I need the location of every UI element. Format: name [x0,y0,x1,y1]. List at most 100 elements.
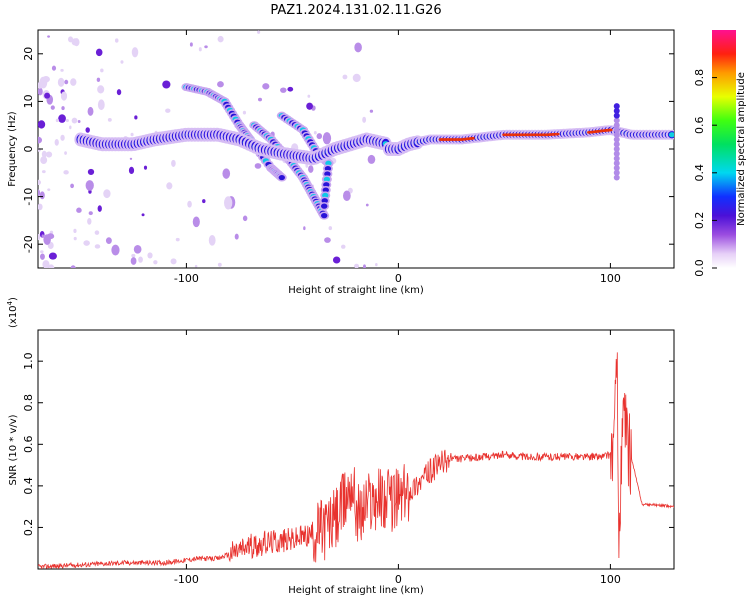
noise-blob [170,258,177,265]
noise-blob [58,114,66,123]
snr-y-multiplier: (x104) [6,297,19,328]
y-tick-label: 0.4 [22,477,35,495]
noise-blob [46,233,55,240]
noise-blob [324,237,331,243]
noise-blob [38,233,41,241]
snr-marks [38,352,674,569]
y-tick-label: -10 [22,188,35,206]
noise-blob [308,165,314,173]
noise-blob [128,166,135,175]
noise-blob [97,99,105,111]
streak-blob [613,146,620,152]
noise-blob [189,42,193,47]
noise-blob [352,73,361,83]
snr-axes: -100 0 100 0.2 0.4 0.6 0.8 1.0 [22,330,674,586]
noise-blob [94,230,100,235]
noise-blob [131,47,139,58]
noise-blob [307,94,311,98]
noise-blob [134,115,138,120]
noise-blob [38,189,41,197]
noise-blob [64,79,69,85]
noise-blob [76,207,82,213]
noise-blob [55,118,59,123]
noise-blob [130,257,137,265]
streak-blob [613,117,620,124]
noise-blob [70,265,76,268]
y-tick-label: 0.8 [22,394,35,412]
ridge-peak [555,132,560,136]
noise-blob [208,234,216,246]
noise-blob [87,106,94,116]
colorbar-ticks: 0.0 0.2 0.4 0.6 0.8 [693,69,717,277]
noise-blob [38,203,43,211]
noise-blob [217,81,224,88]
noise-blob [287,86,294,92]
noise-blob [38,136,43,144]
streak-blob [613,141,620,148]
noise-blob [257,30,261,34]
noise-blob [120,60,124,64]
noise-blob [242,215,248,222]
noise-blob [198,47,202,52]
noise-blob [87,168,95,175]
noise-blob [369,109,374,113]
spectrogram-x-axis-label: Height of straight line (km) [288,285,424,296]
noise-blob [280,87,287,93]
noise-blob [42,260,50,268]
ridge-peak [470,136,475,140]
noise-blob [77,119,81,124]
noise-blob [96,77,101,82]
noise-blob [328,226,333,231]
noise-blob [217,262,222,267]
noise-blob [50,105,55,110]
noise-blob [305,163,309,168]
spectrogram-marks [38,30,674,268]
colorbar-tick-label: 0.8 [693,69,706,87]
noise-blob [131,253,136,258]
colorbar-tick-label: 0.6 [693,116,706,134]
noise-blob [60,134,65,141]
noise-blob [107,118,112,122]
branch-core [321,213,328,219]
x-tick-label: 0 [395,272,402,285]
x-tick-label: -100 [174,573,199,586]
streak-blob [613,107,620,114]
noise-blob [162,80,171,89]
noise-blob [322,132,332,145]
y-tick-label: 0.2 [22,519,35,537]
chart-title: PAZ1.2024.131.02.11.G26 [270,3,441,18]
noise-blob [83,240,90,246]
branch-core [321,198,328,204]
noise-blob [147,252,153,259]
noise-blob [194,264,198,268]
noise-blob [105,237,112,244]
noise-blob [141,213,145,217]
noise-blob [38,82,43,89]
y-tick-label: 0.6 [22,436,35,454]
noise-blob [47,188,51,192]
streak-blob [613,150,620,157]
noise-blob [153,260,158,265]
branch-core [321,203,328,209]
noise-blob [130,132,134,137]
noise-blob [68,36,74,43]
noise-blob [45,151,53,158]
streak-blob [613,126,620,133]
snr-line [38,352,674,569]
noise-blob [171,159,176,167]
noise-blob [362,116,367,123]
streak-blob [613,174,620,181]
noise-blob [63,170,69,175]
ridge-peak [608,128,613,132]
noise-blob [40,253,45,260]
noise-blob [88,211,93,216]
x-tick-label: -100 [174,272,199,285]
streak-blob [613,136,620,143]
noise-blob [41,234,45,239]
noise-blob [111,244,120,256]
branch-core [323,182,330,188]
noise-blob [103,189,111,199]
